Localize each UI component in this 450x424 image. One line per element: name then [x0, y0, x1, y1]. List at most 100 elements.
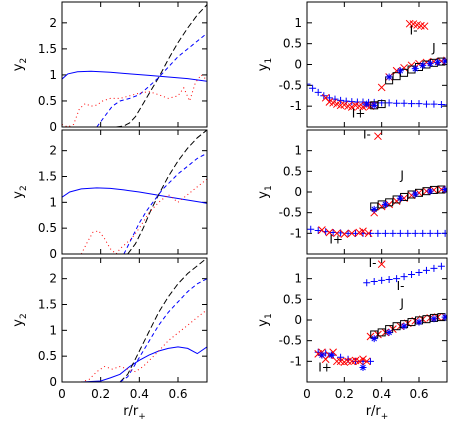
star-marker: [430, 315, 438, 323]
panel-frame: [61, 129, 208, 255]
plus-marker: [443, 101, 447, 109]
y-axis-label: y1: [256, 58, 274, 71]
y-tick-label: 0.5: [283, 292, 302, 306]
plus-marker: [393, 275, 401, 283]
star-marker: [396, 194, 404, 202]
y-tick-label: 0.5: [38, 221, 57, 235]
curve-annotation: I-: [410, 24, 418, 38]
y-axis-label: y1: [256, 313, 274, 326]
y-tick-label: 2: [49, 144, 57, 158]
star-marker: [426, 187, 434, 195]
cross-marker: [359, 355, 367, 364]
x-tick-label: 0.2: [91, 387, 110, 401]
curve-annotation: J: [399, 297, 404, 311]
plus-marker: [400, 99, 408, 107]
cross-marker: [377, 260, 386, 269]
plus-marker: [309, 84, 317, 92]
y-tick-label: 0: [294, 185, 302, 199]
y-tick-label: 0: [294, 313, 302, 327]
cross-marker: [318, 226, 326, 234]
y-axis-label: y2: [11, 185, 29, 198]
x-tick-label: 0.6: [409, 387, 428, 401]
cross-marker: [359, 227, 367, 236]
plot-area: [62, 4, 207, 127]
series-line: [119, 258, 207, 382]
y-axis-label: y2: [11, 313, 29, 326]
plot-area: [307, 19, 447, 111]
curve-annotation: I+: [352, 106, 366, 120]
y-tick-label: -1: [290, 354, 302, 368]
y-tick-label: 1: [294, 144, 302, 158]
star-marker: [434, 58, 442, 66]
plus-marker: [381, 229, 389, 237]
cross-marker: [364, 229, 373, 238]
plus-marker: [426, 229, 434, 237]
curve-annotation: J: [431, 41, 436, 55]
y-tick-label: -0.5: [279, 206, 302, 220]
star-marker: [363, 100, 371, 108]
y-tick-label: 0: [49, 375, 57, 389]
plus-marker: [374, 229, 382, 237]
y-tick-label: 0.5: [38, 349, 57, 363]
star-marker: [396, 67, 404, 75]
y-tick-label: -1: [290, 226, 302, 240]
plus-marker: [352, 357, 360, 365]
cross-marker: [374, 132, 382, 141]
panel-frame: [306, 1, 448, 128]
panel-6: -1 -0.5 0 0.5 1 0 0.2 0.4 0.6 y1 r/r+ I- I- J I+: [256, 256, 448, 422]
plot-area: [314, 260, 447, 372]
panel-4: -1 -0.5 0 0.5 1 y1 I- J I+: [256, 127, 448, 255]
plus-marker: [419, 229, 427, 237]
plus-marker: [422, 100, 430, 108]
x-tick-label: 0.6: [168, 387, 187, 401]
y-tick-label: 0: [294, 58, 302, 72]
star-marker: [370, 205, 378, 213]
star-marker: [441, 57, 447, 65]
series-line: [62, 346, 207, 382]
plus-marker: [314, 88, 322, 96]
x-tick-label: 0.2: [335, 387, 354, 401]
star-marker: [318, 351, 326, 359]
panel-frame: [306, 129, 448, 255]
star-marker: [359, 364, 367, 372]
y-tick-label: 1: [49, 195, 57, 209]
cross-marker: [400, 63, 408, 72]
star-marker: [441, 313, 447, 321]
plus-marker: [314, 226, 322, 234]
panel-2: -1 -0.5 0 0.5 1 y1 I- J I+: [256, 1, 448, 128]
cross-marker: [422, 187, 431, 196]
y-tick-label: 2: [49, 272, 57, 286]
cross-marker: [333, 229, 341, 238]
star-marker: [426, 60, 434, 68]
y-tick-label: 1: [294, 16, 302, 30]
curve-annotation: I+: [329, 233, 343, 247]
cross-marker: [420, 22, 429, 31]
curve-annotation: I-: [397, 279, 405, 293]
plus-marker: [411, 229, 419, 237]
x-axis-label: r/r+: [123, 404, 146, 422]
plot-area: [307, 132, 447, 239]
plus-marker: [337, 353, 345, 361]
panel-frame: [306, 257, 448, 383]
plus-marker: [422, 266, 430, 274]
panel-5: 0 0.5 1 1.5 2 0 0.2 0.4 0.6 y2 r/r+: [11, 257, 208, 422]
star-marker: [411, 190, 419, 198]
plus-marker: [385, 99, 393, 107]
plus-marker: [437, 262, 445, 270]
series-line: [80, 178, 207, 254]
cross-marker: [385, 200, 393, 209]
star-marker: [411, 65, 419, 73]
series-line: [62, 70, 207, 82]
y-tick-label: 2: [49, 16, 57, 30]
cross-marker: [355, 357, 364, 366]
y-tick-label: -0.5: [279, 78, 302, 92]
x-tick-label: 0: [58, 387, 66, 401]
cross-marker: [359, 103, 367, 111]
curve-annotation: I-: [363, 127, 371, 141]
y-axis-label-group: y1: [256, 313, 274, 326]
panel-frame: [61, 257, 208, 383]
series-line: [127, 130, 207, 254]
y-axis-label-group: y2: [11, 58, 29, 71]
star-marker: [419, 61, 427, 69]
y-tick-label: 0.5: [38, 94, 57, 108]
